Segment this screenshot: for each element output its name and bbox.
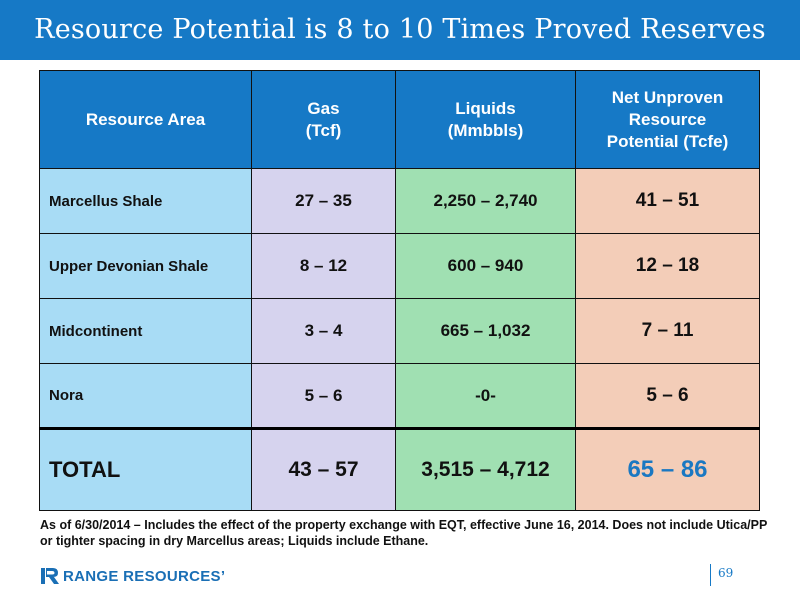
header-net-potential: Net Unproven Resource Potential (Tcfe) [575, 70, 760, 169]
header-net-line2: Resource [628, 109, 707, 129]
slide-title: Resource Potential is 8 to 10 Times Prov… [34, 14, 766, 45]
row-net-cell: 7 – 11 [575, 298, 760, 364]
row-net-cell: 5 – 6 [575, 363, 760, 429]
total-area-cell: TOTAL [39, 427, 252, 511]
row-area-cell: Nora [39, 363, 252, 429]
row-area-cell: Marcellus Shale [39, 168, 252, 234]
table-row: Marcellus Shale 27 – 35 2,250 – 2,740 41… [39, 168, 760, 234]
row-area-cell: Midcontinent [39, 298, 252, 364]
row-liquids-cell: -0- [395, 363, 576, 429]
row-gas-cell: 27 – 35 [251, 168, 396, 234]
page-number: 69 [718, 566, 734, 580]
header-gas-line2: (Tcf) [305, 120, 342, 140]
logo-text: RANGE RESOURCES’ [63, 567, 226, 585]
header-net-line1: Net Unproven [611, 87, 724, 107]
table-row: Nora 5 – 6 -0- 5 – 6 [39, 363, 760, 429]
total-net-cell: 65 – 86 [575, 427, 760, 511]
row-liquids-cell: 665 – 1,032 [395, 298, 576, 364]
table-row: Upper Devonian Shale 8 – 12 600 – 940 12… [39, 233, 760, 299]
row-liquids-cell: 2,250 – 2,740 [395, 168, 576, 234]
title-bar: Resource Potential is 8 to 10 Times Prov… [0, 0, 800, 60]
row-net-cell: 12 – 18 [575, 233, 760, 299]
header-liquids-line2: (Mmbbls) [447, 120, 524, 140]
range-resources-logo-icon [41, 568, 59, 584]
page-number-divider [710, 564, 711, 586]
row-net-cell: 41 – 51 [575, 168, 760, 234]
resource-table: Resource Area Gas (Tcf) Liquids (Mmbbls)… [39, 70, 760, 511]
row-gas-cell: 8 – 12 [251, 233, 396, 299]
total-gas-cell: 43 – 57 [251, 427, 396, 511]
row-liquids-cell: 600 – 940 [395, 233, 576, 299]
header-resource-area: Resource Area [39, 70, 252, 169]
table-total-row: TOTAL 43 – 57 3,515 – 4,712 65 – 86 [39, 427, 760, 511]
footnote: As of 6/30/2014 – Includes the effect of… [40, 518, 768, 548]
total-liquids-cell: 3,515 – 4,712 [395, 427, 576, 511]
table-header-row: Resource Area Gas (Tcf) Liquids (Mmbbls)… [39, 70, 760, 169]
header-net-line3: Potential (Tcfe) [606, 131, 729, 151]
header-liquids-line1: Liquids [455, 98, 516, 118]
row-area-cell: Upper Devonian Shale [39, 233, 252, 299]
table-row: Midcontinent 3 – 4 665 – 1,032 7 – 11 [39, 298, 760, 364]
header-gas-line1: Gas [307, 98, 340, 118]
header-gas: Gas (Tcf) [251, 70, 396, 169]
header-resource-area-label: Resource Area [85, 109, 206, 129]
company-logo: RANGE RESOURCES’ [40, 566, 225, 586]
header-liquids: Liquids (Mmbbls) [395, 70, 576, 169]
row-gas-cell: 5 – 6 [251, 363, 396, 429]
row-gas-cell: 3 – 4 [251, 298, 396, 364]
